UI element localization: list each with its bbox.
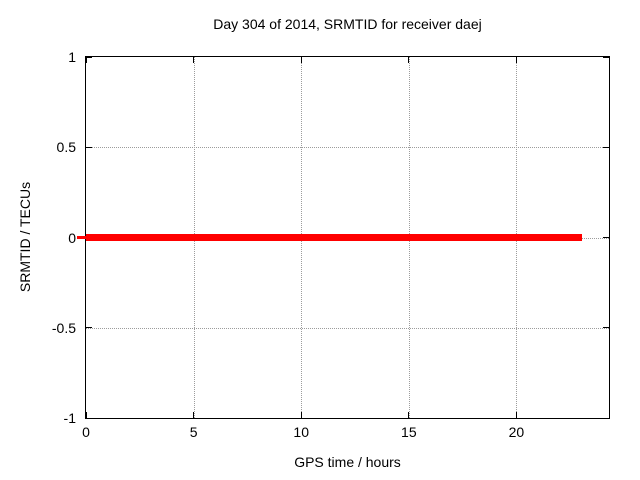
x-tick-label: 0 — [82, 424, 90, 440]
series-line — [86, 234, 583, 241]
x-tick-label: 20 — [508, 424, 525, 440]
y-tick-mark — [86, 327, 92, 329]
y-tick-mark — [86, 417, 92, 419]
y-tick-mark-right — [603, 146, 609, 148]
x-tick-mark — [85, 412, 87, 418]
y-tick-label: -1 — [63, 410, 76, 426]
chart-title: Day 304 of 2014, SRMTID for receiver dae… — [213, 16, 482, 32]
x-tick-mark-top — [408, 57, 410, 63]
y-tick-label: 1 — [68, 49, 76, 65]
x-tick-mark — [408, 412, 410, 418]
y-tick-label: 0 — [68, 229, 76, 246]
y-tick-mark-right — [603, 237, 609, 238]
y-tick-mark — [86, 146, 92, 148]
x-tick-mark — [193, 412, 195, 418]
y-gridline — [86, 327, 609, 329]
plot-area — [77, 56, 610, 419]
x-tick-mark — [300, 412, 302, 418]
x-tick-label: 15 — [401, 424, 417, 440]
x-axis-label: GPS time / hours — [294, 454, 401, 470]
y-tick-mark-right — [603, 56, 609, 58]
x-tick-mark — [515, 412, 517, 418]
y-tick-label: -0.5 — [51, 319, 76, 336]
y-tick-label: 0.5 — [56, 139, 76, 156]
x-tick-mark-top — [515, 57, 517, 63]
x-tick-mark-top — [193, 57, 195, 63]
y-gridline — [86, 147, 609, 149]
x-tick-mark-top — [300, 57, 302, 63]
x-tick-label: 10 — [293, 424, 310, 440]
x-tick-label: 5 — [189, 424, 198, 440]
series-start-cap — [77, 236, 86, 239]
y-tick-mark-right — [603, 327, 609, 329]
x-tick-mark-top — [85, 57, 87, 63]
y-tick-mark — [86, 56, 92, 58]
y-tick-mark-right — [603, 417, 609, 419]
